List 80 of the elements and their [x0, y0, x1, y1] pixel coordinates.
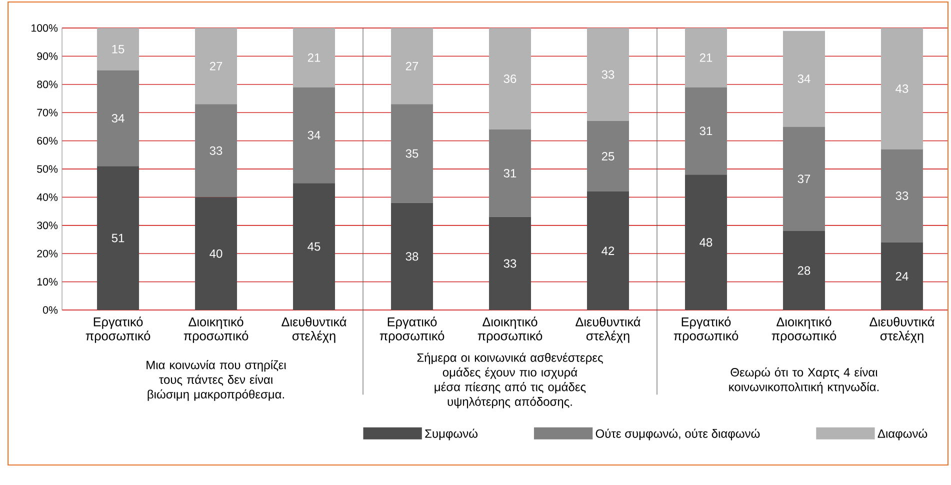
y-tick-label: 60% — [37, 137, 58, 145]
data-label: 33 — [504, 259, 516, 268]
data-label: 28 — [798, 266, 810, 275]
bar — [97, 70, 140, 166]
data-label: 48 — [700, 238, 712, 247]
y-tick-label: 100% — [32, 24, 58, 32]
text: Σήμερα οι κοινωνικά ασθενέστερες ομάδες έχουν πιο ισχυρά μέσα πίεσης από τις ομάδες υψηλότερης απόδοσης. — [417, 352, 603, 408]
y-tick-label: 70% — [37, 108, 58, 116]
bar — [195, 104, 238, 198]
data-label: 33 — [210, 146, 222, 155]
legend-label: Ούτε συμφωνώ, ούτε διαφωνώ — [596, 428, 760, 440]
y-tick-label: 80% — [37, 80, 58, 88]
data-label: 31 — [700, 126, 712, 136]
x-tick-label: Διοικητικό προσωπικό — [772, 316, 836, 343]
data-label: 27 — [406, 62, 418, 70]
y-tick-label: 30% — [37, 222, 58, 230]
bar — [97, 166, 140, 310]
data-label: 34 — [308, 130, 320, 140]
data-label: 36 — [504, 74, 516, 84]
bar — [587, 28, 629, 122]
data-label: 34 — [112, 114, 124, 122]
bar — [293, 28, 336, 88]
bar — [685, 174, 727, 310]
text: Μια κοινωνία που στηρίζει τους πάντες δεν είναι βιώσιμη μακροπρόθεσμα. — [146, 360, 286, 401]
x-tick-label: Διοικητικό προσωπικό — [478, 316, 542, 343]
data-label: 37 — [798, 174, 810, 184]
data-label: 24 — [896, 272, 908, 280]
bar — [782, 231, 825, 310]
x-tick-label: Εργατικό προσωπικό — [380, 316, 444, 343]
data-label: 33 — [602, 70, 614, 79]
data-label: 21 — [308, 53, 320, 62]
bar — [97, 28, 140, 70]
text: Θεωρώ ότι το Χαρτς 4 είναι κοινωνικοπολιτική κτηνωδία. — [729, 367, 879, 394]
legend-label: Διαφωνώ — [878, 428, 928, 440]
bar — [293, 87, 336, 184]
x-tick-label: Διευθυντικά στελέχη — [576, 316, 640, 343]
bar — [293, 183, 336, 310]
bar — [195, 28, 238, 104]
bar — [489, 130, 532, 217]
data-label: 25 — [602, 152, 614, 161]
bar — [195, 197, 238, 310]
bar — [391, 202, 434, 310]
y-tick-label: 10% — [37, 278, 58, 286]
data-label: 45 — [308, 242, 320, 251]
data-label: 40 — [210, 249, 222, 258]
bar — [587, 121, 629, 192]
bar — [489, 28, 532, 130]
data-label: 43 — [896, 84, 908, 93]
data-label: 34 — [798, 74, 810, 84]
bar — [880, 149, 923, 242]
bar — [391, 104, 434, 203]
data-label: 33 — [896, 192, 908, 200]
y-tick-label: 40% — [36, 193, 58, 201]
bar — [587, 192, 629, 310]
bar — [880, 28, 923, 150]
x-tick-label: Διευθυντικά στελέχη — [282, 316, 346, 343]
y-tick-label: 90% — [37, 52, 58, 60]
bar — [391, 28, 434, 104]
data-label: 15 — [112, 44, 124, 54]
bar — [782, 126, 825, 232]
legend-label: Συμφωνώ — [425, 428, 478, 440]
data-label: 35 — [406, 149, 418, 158]
data-label: 21 — [700, 53, 712, 62]
data-label: 42 — [602, 246, 614, 255]
y-tick-label: 0% — [42, 306, 58, 314]
x-tick-label: Διοικητικό προσωπικό — [184, 316, 248, 343]
bar — [489, 216, 532, 310]
data-label: 31 — [504, 168, 516, 178]
bar — [685, 87, 727, 175]
bar — [782, 30, 825, 127]
y-tick-label: 20% — [37, 250, 58, 258]
data-label: 51 — [112, 234, 124, 242]
bar — [880, 242, 923, 310]
x-tick-label: Διευθυντικά στελέχη — [870, 316, 934, 343]
y-tick-label: 50% — [37, 165, 58, 173]
bar — [685, 28, 727, 88]
x-tick-label: Εργατικό προσωπικό — [674, 316, 738, 343]
x-tick-label: Εργατικό προσωπικό — [86, 316, 150, 343]
data-label: 38 — [406, 252, 418, 261]
data-label: 27 — [210, 62, 222, 70]
